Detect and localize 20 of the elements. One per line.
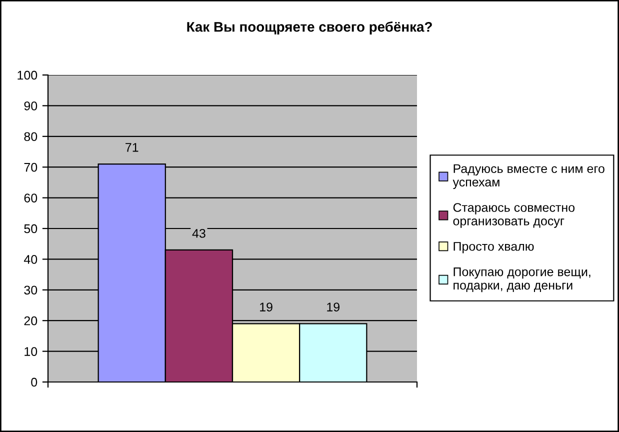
y-tick-label: 70 <box>24 162 38 172</box>
y-tick-label: 60 <box>24 194 38 202</box>
y-tick-label: 0 <box>31 378 38 387</box>
y-tick-label: 80 <box>24 132 38 142</box>
legend-label: Радуюсь вместе с ним его успехам <box>452 164 604 189</box>
y-tick-label: 40 <box>24 255 38 264</box>
data-label: 71 <box>126 143 138 152</box>
y-tick-label: 100 <box>18 70 38 80</box>
y-tick-label: 90 <box>24 102 38 110</box>
data-label: 43 <box>192 228 206 238</box>
legend-label: Просто хвалю <box>454 242 534 254</box>
data-label: 19 <box>260 302 272 312</box>
y-tick-label: 10 <box>24 347 38 356</box>
data-label: 19 <box>327 302 340 312</box>
legend-label: Стараюсь совместно организовать досуг <box>453 203 575 228</box>
legend-label: Покупаю дорогие вещи, подарки, даю деньги <box>454 267 590 292</box>
y-tick-label: 30 <box>24 286 38 295</box>
chart-title: Как Вы поощряете своего ребёнка? <box>187 21 432 35</box>
y-tick-label: 20 <box>24 316 38 326</box>
y-tick-label: 50 <box>24 224 38 234</box>
